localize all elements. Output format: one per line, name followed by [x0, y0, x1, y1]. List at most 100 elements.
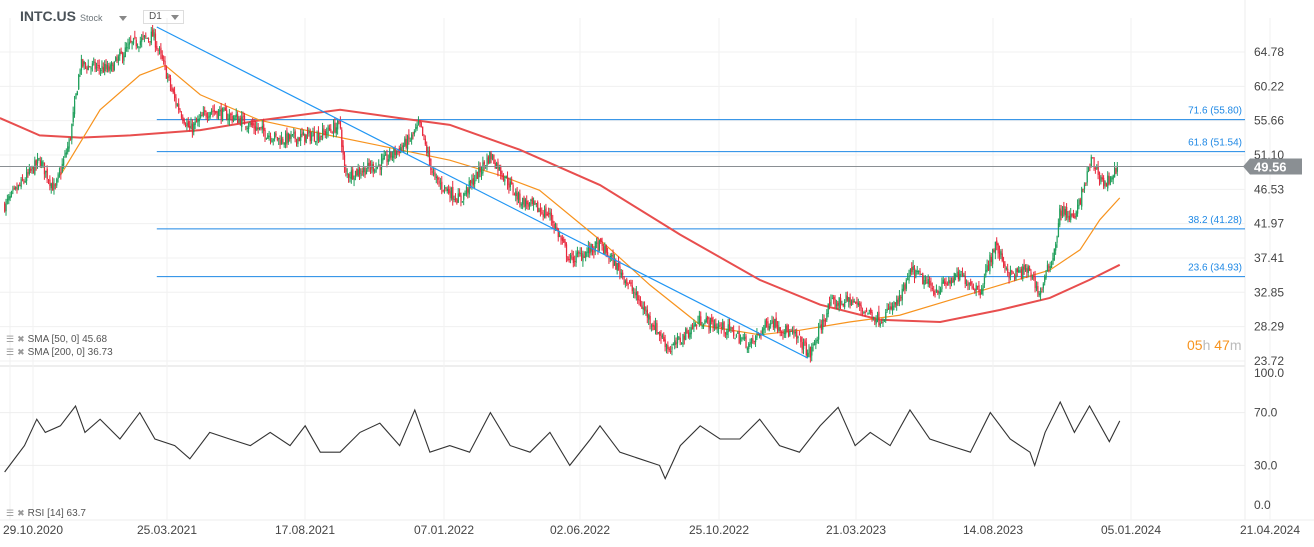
candle-body	[180, 113, 183, 118]
candle-body	[123, 55, 125, 62]
candle-body	[502, 174, 505, 181]
candle-body	[708, 320, 710, 329]
settings-icon[interactable]: ☰	[6, 347, 15, 357]
candle-body	[476, 172, 479, 179]
settings-icon[interactable]: ☰	[6, 508, 15, 518]
candle-body	[645, 310, 647, 312]
candle-body	[345, 168, 347, 173]
candle-body	[597, 241, 599, 253]
chevron-down-icon[interactable]	[118, 16, 127, 21]
candle-body	[328, 127, 331, 130]
candle-body	[1103, 177, 1105, 187]
candle-body	[793, 330, 795, 335]
candle-body	[119, 52, 121, 57]
candle-body	[705, 317, 707, 322]
candle-body	[567, 256, 569, 261]
close-icon[interactable]: ✖	[17, 334, 25, 344]
candle-body	[61, 163, 63, 172]
candle-body	[1012, 272, 1014, 274]
price-tick-label: 51.10	[1254, 148, 1284, 162]
candle-body	[482, 162, 484, 174]
instrument-type: Stock	[80, 13, 103, 23]
candle-body	[631, 285, 633, 292]
candle-body	[320, 135, 322, 137]
candle-body	[169, 78, 172, 87]
candle-body	[920, 273, 923, 275]
candle-body	[434, 172, 436, 177]
candle-body	[886, 308, 888, 311]
candle-body	[337, 120, 339, 130]
candle-body	[813, 343, 816, 345]
candle-body	[1042, 283, 1044, 289]
candle-body	[1005, 267, 1008, 270]
candle-body	[608, 258, 610, 260]
candle-body	[357, 169, 359, 177]
candle-body	[95, 66, 98, 69]
candle-body	[505, 175, 507, 179]
candle-body	[474, 180, 476, 185]
candle-body	[961, 273, 964, 276]
candle-body	[275, 133, 277, 136]
symbol-selector[interactable]: INTC.US Stock	[20, 8, 127, 24]
candle-body	[630, 282, 632, 285]
candle-body	[135, 39, 137, 47]
candle-body	[635, 291, 638, 296]
candle-body	[652, 324, 654, 327]
candle-body	[953, 273, 955, 283]
candle-body	[393, 148, 395, 158]
candle-body	[602, 246, 605, 254]
candle-body	[1051, 263, 1053, 268]
candle-body	[1066, 206, 1068, 218]
candle-body	[374, 170, 376, 172]
candle-body	[493, 154, 495, 164]
candle-body	[909, 269, 912, 274]
candle-body	[365, 170, 368, 175]
candle-body	[979, 291, 981, 295]
candle-body	[1107, 175, 1109, 189]
candle-body	[855, 301, 857, 304]
close-icon[interactable]: ✖	[17, 508, 25, 518]
candle-body	[1016, 268, 1018, 273]
settings-icon[interactable]: ☰	[6, 334, 15, 344]
candle-body	[175, 97, 177, 105]
candle-body	[737, 332, 739, 334]
candle-body	[734, 337, 736, 339]
candle-body	[983, 277, 986, 285]
candle-body	[985, 269, 987, 276]
candle-body	[265, 138, 268, 140]
candle-body	[946, 283, 949, 285]
candle-body	[1031, 277, 1034, 279]
candle-body	[470, 180, 472, 183]
candle-countdown: 05h 47m	[1187, 337, 1242, 353]
candle-body	[354, 170, 357, 178]
candle-body	[1081, 188, 1083, 207]
candle-body	[856, 301, 858, 305]
candle-body	[696, 324, 698, 326]
candle-body	[831, 298, 833, 300]
fib-level-label: 38.2 (41.28)	[1188, 215, 1242, 226]
candle-body	[41, 161, 43, 167]
candle-body	[715, 323, 717, 329]
candle-body	[63, 159, 65, 166]
candle-body	[361, 171, 363, 173]
candle-body	[1111, 177, 1113, 180]
candle-body	[465, 187, 468, 195]
close-icon[interactable]: ✖	[17, 347, 25, 357]
candle-body	[1097, 166, 1099, 175]
candle-body	[182, 116, 184, 121]
candle-body	[756, 333, 758, 338]
candle-body	[649, 316, 651, 324]
candle-body	[448, 188, 450, 194]
candle-body	[579, 252, 581, 254]
candle-body	[987, 263, 990, 271]
candle-body	[37, 158, 39, 164]
candle-body	[857, 302, 860, 306]
candle-body	[955, 274, 957, 276]
candle-body	[157, 49, 159, 51]
candle-body	[276, 136, 279, 141]
candle-body	[689, 332, 691, 338]
candle-body	[1004, 264, 1006, 268]
fib-level-label: 23.6 (34.93)	[1188, 263, 1242, 274]
timeframe-select[interactable]: D1	[143, 10, 184, 24]
